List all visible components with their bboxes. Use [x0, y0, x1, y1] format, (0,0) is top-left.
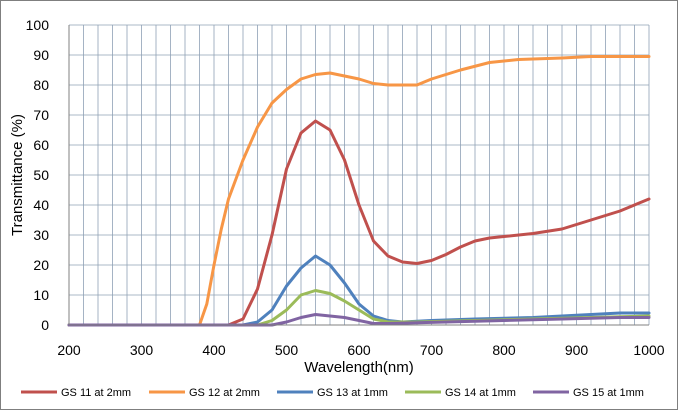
x-tick-label: 700 [420, 342, 444, 358]
y-tick-label: 0 [41, 317, 49, 333]
y-tick-labels: 0 10 20 30 40 50 60 70 80 90 100 [26, 17, 50, 333]
y-tick-label: 10 [33, 287, 49, 303]
legend-label-1: GS 11 at 2mm [61, 387, 131, 399]
legend-label-3: GS 13 at 1mm [317, 387, 388, 399]
y-tick-label: 80 [33, 77, 49, 93]
y-tick-label: 40 [33, 197, 49, 213]
x-tick-label: 300 [130, 342, 154, 358]
y-axis-title: Transmittance (%) [9, 114, 26, 236]
x-tick-label: 600 [347, 342, 371, 358]
y-tick-label: 100 [26, 17, 50, 33]
y-tick-label: 50 [33, 167, 49, 183]
y-tick-label: 30 [33, 227, 49, 243]
y-tick-label: 90 [33, 47, 49, 63]
y-tick-label: 20 [33, 257, 49, 273]
x-tick-label: 400 [202, 342, 226, 358]
series-line-5 [67, 313, 651, 327]
axes [68, 25, 649, 326]
series-line-2 [67, 55, 651, 327]
x-tick-label: 500 [275, 342, 299, 358]
x-tick-label: 800 [492, 342, 516, 358]
series-line-1 [67, 119, 651, 327]
legend-label-5: GS 15 at 1mm [573, 387, 644, 399]
y-tick-label: 70 [33, 107, 49, 123]
y-tick-label: 60 [33, 137, 49, 153]
grid-lines [68, 24, 650, 326]
legend-label-4: GS 14 at 1mm [445, 387, 516, 399]
x-axis-title: Wavelength(nm) [304, 359, 413, 376]
legend-label-2: GS 12 at 2mm [189, 387, 260, 399]
series-lines [67, 55, 651, 327]
x-tick-label: 200 [57, 342, 81, 358]
x-tick-label: 1000 [633, 342, 664, 358]
x-tick-labels: 200 300 400 500 600 700 800 900 1000 [57, 342, 664, 358]
x-tick-label: 900 [565, 342, 589, 358]
legend: GS 11 at 2mm GS 12 at 2mm GS 13 at 1mm GS 1… [21, 387, 644, 399]
